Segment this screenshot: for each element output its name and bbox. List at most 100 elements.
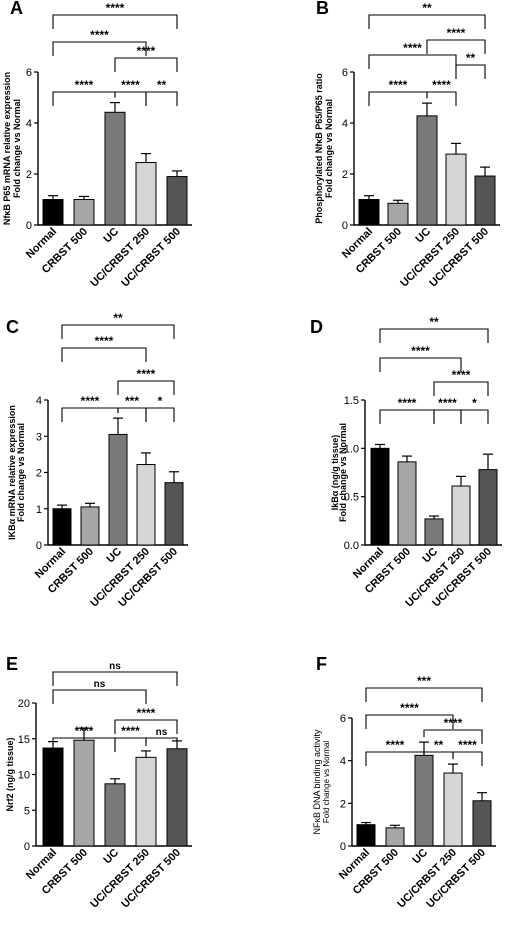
significance-label: * xyxy=(158,394,163,408)
bar xyxy=(387,202,409,226)
significance-bracket xyxy=(114,91,147,106)
y-tick-label: 1.5 xyxy=(344,395,359,407)
significance-label: **** xyxy=(400,701,419,715)
y-tick-label: 6 xyxy=(342,67,348,79)
bar xyxy=(424,518,444,546)
significance-bracket xyxy=(368,91,428,106)
significance-label: **** xyxy=(121,78,140,92)
bar xyxy=(104,111,126,226)
y-axis-label: Phosphorylated NfκB P65/P65 ratio xyxy=(314,73,324,224)
x-tick-label: UC/CRBST 500 xyxy=(119,847,183,911)
bar xyxy=(416,115,438,226)
significance-bracket xyxy=(379,328,489,343)
y-axis-label: Fold change vs Normal xyxy=(338,423,348,522)
bar xyxy=(136,464,156,546)
significance-bracket xyxy=(455,64,486,79)
significance-label: **** xyxy=(447,26,466,40)
panel-label: A xyxy=(10,0,23,18)
y-axis-label: Fold change vs Normal xyxy=(322,741,331,823)
bar xyxy=(42,747,64,847)
significance-label: **** xyxy=(106,1,125,15)
significance-label: **** xyxy=(438,396,457,410)
y-axis-label: Fold change vs Normal xyxy=(16,423,26,522)
y-tick-label: 10 xyxy=(18,770,30,782)
significance-label: **** xyxy=(75,78,94,92)
significance-bracket xyxy=(52,689,147,704)
y-axis-label: Fold change vs Normal xyxy=(324,99,334,198)
significance-label: **** xyxy=(452,368,471,382)
y-tick-label: 0 xyxy=(342,220,348,232)
y-axis-label: NfκB P65 mRNA relative expression xyxy=(2,72,12,225)
x-tick-label: UC xyxy=(420,546,440,566)
bar xyxy=(472,800,492,847)
bar xyxy=(166,748,188,847)
bar xyxy=(478,469,498,546)
significance-label: ns xyxy=(156,727,168,738)
y-tick-label: 4 xyxy=(340,756,346,768)
y-tick-label: 0.5 xyxy=(344,492,359,504)
significance-label: *** xyxy=(417,674,431,688)
bar xyxy=(104,783,126,847)
significance-label: **** xyxy=(458,738,477,752)
significance-bracket xyxy=(433,409,462,424)
y-tick-label: 5 xyxy=(24,805,30,817)
significance-bracket xyxy=(433,381,489,396)
significance-bracket xyxy=(368,54,457,69)
x-tick-label: UC/CRBST 500 xyxy=(119,226,183,290)
significance-label: ns xyxy=(109,661,121,672)
x-tick-label: UC xyxy=(410,847,430,867)
y-tick-label: 0 xyxy=(36,540,42,552)
bar xyxy=(356,824,376,847)
significance-bracket xyxy=(52,14,178,29)
y-tick-label: 0 xyxy=(24,841,30,853)
significance-label: ** xyxy=(422,1,432,15)
y-tick-label: 0.0 xyxy=(344,540,359,552)
y-axis-label: NFκB DNA binding activity xyxy=(312,729,322,835)
significance-label: **** xyxy=(75,724,94,738)
significance-label: * xyxy=(472,396,477,410)
significance-bracket xyxy=(52,41,147,56)
significance-bracket xyxy=(145,737,178,746)
significance-bracket xyxy=(117,407,147,422)
y-tick-label: 1 xyxy=(36,504,42,516)
bar xyxy=(474,175,496,226)
significance-label: ** xyxy=(466,51,476,65)
significance-bracket xyxy=(379,409,435,424)
significance-bracket xyxy=(145,91,178,106)
bar xyxy=(80,506,100,546)
bar xyxy=(414,754,434,847)
bar xyxy=(135,756,157,847)
significance-bracket xyxy=(368,14,486,29)
y-tick-label: 2 xyxy=(36,468,42,480)
significance-bracket xyxy=(145,407,175,422)
significance-bracket xyxy=(114,719,178,734)
significance-bracket xyxy=(365,687,483,702)
panel-label: F xyxy=(316,654,327,674)
significance-label: ** xyxy=(434,738,444,752)
significance-bracket xyxy=(61,407,119,422)
panel-label: D xyxy=(310,317,323,337)
x-tick-label: UC xyxy=(101,226,121,246)
y-tick-label: 4 xyxy=(342,118,348,130)
bar xyxy=(397,461,417,546)
y-axis-label: Fold change vs Normal xyxy=(12,99,22,198)
significance-bracket xyxy=(379,357,462,372)
significance-bracket xyxy=(114,57,178,72)
y-tick-label: 15 xyxy=(18,734,30,746)
significance-label: ns xyxy=(94,679,106,690)
y-tick-label: 0 xyxy=(340,841,346,853)
bar xyxy=(370,447,390,546)
bar xyxy=(164,482,184,546)
significance-bracket xyxy=(365,714,454,729)
bar xyxy=(445,153,467,226)
bar xyxy=(108,433,128,546)
y-tick-label: 4 xyxy=(36,395,42,407)
significance-label: **** xyxy=(432,78,451,92)
panel-A: A 0 2 4 6 NfκB P65 mRNA relative expression Fo… xyxy=(2,0,192,289)
significance-label: **** xyxy=(121,724,140,738)
bar xyxy=(42,199,64,226)
significance-label: **** xyxy=(137,706,156,720)
panel-label: C xyxy=(6,317,19,337)
y-axis-label: Nrf2 (ng/g tissue) xyxy=(5,737,15,811)
